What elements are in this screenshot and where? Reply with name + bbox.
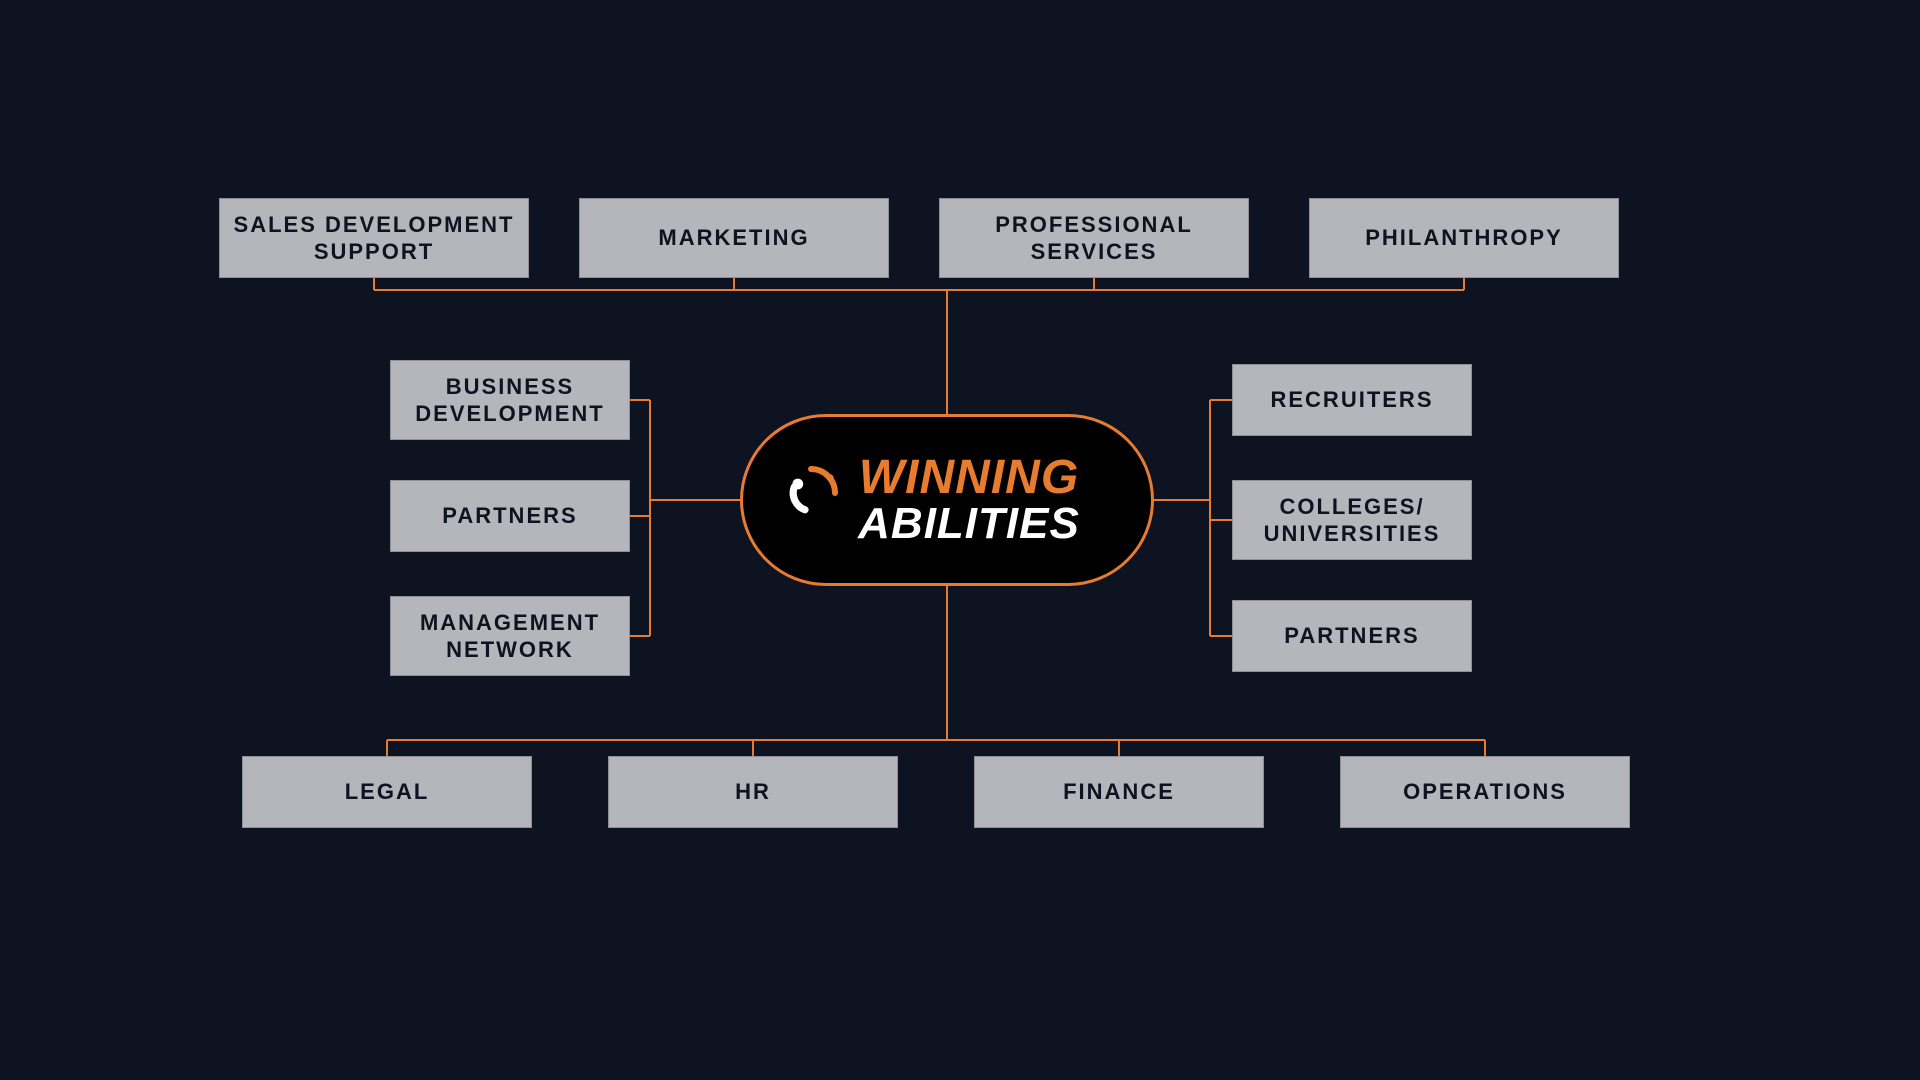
center-text: WINNING ABILITIES	[858, 454, 1080, 546]
node-sales-dev-support: SALES DEVELOPMENT SUPPORT	[219, 198, 529, 278]
node-business-dev: BUSINESS DEVELOPMENT	[390, 360, 630, 440]
node-partners-r: PARTNERS	[1232, 600, 1472, 672]
node-philanthropy: PHILANTHROPY	[1309, 198, 1619, 278]
node-professional-svcs: PROFESSIONAL SERVICES	[939, 198, 1249, 278]
node-marketing: MARKETING	[579, 198, 889, 278]
center-line1: WINNING	[859, 454, 1079, 502]
diagram-stage: WINNING ABILITIES SALES DEVELOPMENT SUPP…	[0, 0, 1920, 1080]
node-hr: HR	[608, 756, 898, 828]
node-legal: LEGAL	[242, 756, 532, 828]
node-colleges: COLLEGES/ UNIVERSITIES	[1232, 480, 1472, 560]
node-recruiters: RECRUITERS	[1232, 364, 1472, 436]
node-partners-l: PARTNERS	[390, 480, 630, 552]
logo-icon	[781, 463, 841, 523]
center-node: WINNING ABILITIES	[740, 414, 1154, 586]
node-operations: OPERATIONS	[1340, 756, 1630, 828]
center-line2: ABILITIES	[858, 502, 1080, 546]
node-finance: FINANCE	[974, 756, 1264, 828]
node-mgmt-network: MANAGEMENT NETWORK	[390, 596, 630, 676]
